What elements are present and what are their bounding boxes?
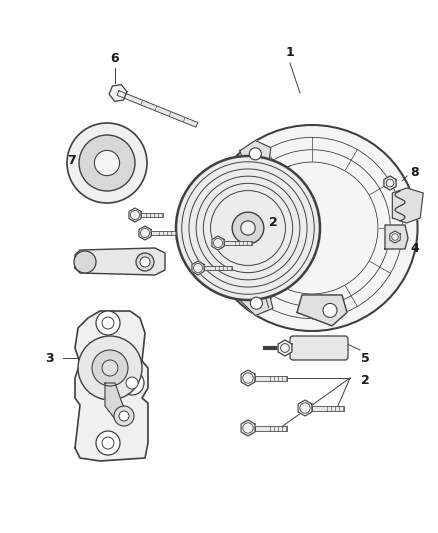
Circle shape xyxy=(176,156,320,300)
Text: 2: 2 xyxy=(360,375,369,387)
Bar xyxy=(141,213,163,217)
Circle shape xyxy=(126,377,138,389)
Polygon shape xyxy=(109,85,127,101)
Text: 5: 5 xyxy=(360,351,369,365)
Bar xyxy=(255,425,287,431)
Polygon shape xyxy=(390,231,400,243)
Polygon shape xyxy=(139,226,151,240)
Polygon shape xyxy=(129,208,141,222)
Circle shape xyxy=(232,212,264,244)
Polygon shape xyxy=(384,176,396,190)
Polygon shape xyxy=(278,340,292,356)
Bar xyxy=(312,406,344,410)
Circle shape xyxy=(241,221,255,235)
Polygon shape xyxy=(385,225,408,249)
Bar xyxy=(224,241,252,245)
Polygon shape xyxy=(241,370,255,386)
Circle shape xyxy=(102,317,114,329)
Bar xyxy=(151,231,176,235)
Text: 7: 7 xyxy=(67,155,76,167)
Polygon shape xyxy=(105,383,130,423)
Polygon shape xyxy=(240,141,271,166)
Circle shape xyxy=(102,437,114,449)
Circle shape xyxy=(78,336,142,400)
Circle shape xyxy=(92,350,128,386)
Polygon shape xyxy=(117,91,198,127)
Circle shape xyxy=(136,253,154,271)
Circle shape xyxy=(102,360,118,376)
Text: 4: 4 xyxy=(411,241,419,254)
Circle shape xyxy=(96,431,120,455)
FancyBboxPatch shape xyxy=(290,336,348,360)
Circle shape xyxy=(249,148,261,160)
Circle shape xyxy=(120,371,144,395)
Circle shape xyxy=(74,251,96,273)
Circle shape xyxy=(323,303,337,317)
Polygon shape xyxy=(192,261,204,275)
Text: 1: 1 xyxy=(286,46,294,60)
Circle shape xyxy=(114,406,134,426)
Polygon shape xyxy=(240,288,273,316)
Circle shape xyxy=(96,311,120,335)
Text: 8: 8 xyxy=(411,166,419,180)
Circle shape xyxy=(251,297,262,309)
Polygon shape xyxy=(75,311,148,461)
Polygon shape xyxy=(241,420,255,436)
Polygon shape xyxy=(75,248,165,275)
Text: 3: 3 xyxy=(46,351,54,365)
Text: 2: 2 xyxy=(268,216,277,230)
Circle shape xyxy=(95,150,120,175)
Circle shape xyxy=(140,257,150,267)
Text: 6: 6 xyxy=(111,52,119,64)
Polygon shape xyxy=(212,236,224,250)
Ellipse shape xyxy=(206,125,417,331)
Polygon shape xyxy=(298,400,312,416)
Bar xyxy=(255,376,287,381)
Polygon shape xyxy=(297,295,347,326)
Bar xyxy=(204,266,232,270)
Polygon shape xyxy=(392,188,423,223)
Circle shape xyxy=(119,411,129,421)
Circle shape xyxy=(67,123,147,203)
Circle shape xyxy=(79,135,135,191)
